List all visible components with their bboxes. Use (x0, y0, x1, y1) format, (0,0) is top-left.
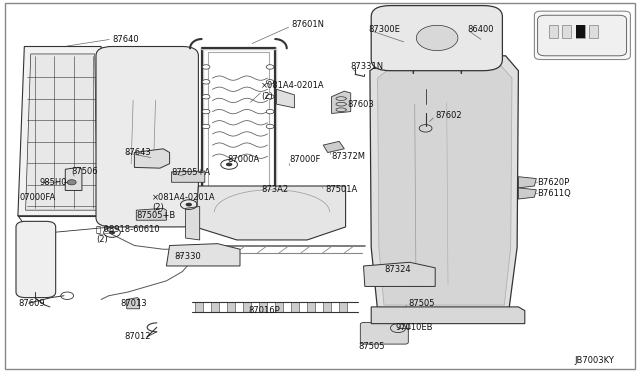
Polygon shape (332, 91, 351, 113)
Polygon shape (136, 208, 166, 220)
Circle shape (202, 94, 210, 99)
Circle shape (202, 65, 210, 69)
Text: 86400: 86400 (467, 25, 493, 34)
Text: JB7003KY: JB7003KY (575, 356, 614, 365)
Text: 87372M: 87372M (332, 152, 365, 161)
Polygon shape (211, 302, 219, 312)
Text: 87012: 87012 (125, 332, 151, 341)
Text: 87506: 87506 (72, 167, 99, 176)
Polygon shape (364, 262, 435, 286)
Circle shape (186, 203, 192, 206)
Polygon shape (291, 302, 299, 312)
Circle shape (202, 80, 210, 84)
Text: 87640: 87640 (112, 35, 139, 44)
Polygon shape (371, 307, 525, 324)
Bar (576, 25, 585, 38)
FancyBboxPatch shape (399, 296, 432, 314)
Polygon shape (134, 149, 170, 168)
Text: 985H0: 985H0 (40, 178, 67, 187)
Text: B7611Q: B7611Q (538, 189, 572, 198)
Text: 97010EB: 97010EB (396, 323, 433, 332)
Polygon shape (259, 302, 267, 312)
Text: 87000F: 87000F (289, 155, 321, 164)
Text: Ⓝ 08918-60610
(2): Ⓝ 08918-60610 (2) (96, 225, 159, 244)
Polygon shape (518, 188, 536, 199)
Polygon shape (26, 54, 97, 210)
Polygon shape (166, 244, 240, 266)
Text: ×081A4-0201A
(2): ×081A4-0201A (2) (261, 81, 324, 101)
Text: 87016P: 87016P (248, 306, 280, 315)
FancyBboxPatch shape (538, 15, 627, 56)
Polygon shape (307, 302, 315, 312)
Text: 87505+B: 87505+B (136, 211, 175, 220)
Bar (562, 25, 571, 38)
Polygon shape (323, 302, 331, 312)
Polygon shape (186, 206, 200, 240)
Polygon shape (323, 141, 344, 153)
Circle shape (266, 124, 274, 129)
Text: 87330: 87330 (174, 252, 201, 261)
Text: 87505: 87505 (358, 342, 385, 351)
Text: 87601N: 87601N (291, 20, 324, 29)
Text: 87331N: 87331N (351, 62, 384, 71)
Polygon shape (65, 167, 82, 190)
Bar (589, 25, 598, 38)
Polygon shape (339, 302, 347, 312)
Circle shape (266, 80, 274, 84)
Text: 87505: 87505 (408, 299, 435, 308)
Bar (549, 25, 558, 38)
Polygon shape (275, 302, 283, 312)
FancyBboxPatch shape (16, 221, 56, 298)
Polygon shape (172, 171, 205, 182)
Text: 873A2: 873A2 (261, 185, 288, 194)
Ellipse shape (417, 25, 458, 51)
Circle shape (266, 94, 274, 99)
Text: 87643: 87643 (125, 148, 152, 157)
Circle shape (266, 65, 274, 69)
Circle shape (109, 231, 115, 234)
Circle shape (202, 109, 210, 114)
Text: 87300E: 87300E (368, 25, 400, 34)
Text: 87324: 87324 (384, 265, 411, 274)
Circle shape (202, 124, 210, 129)
Polygon shape (195, 302, 203, 312)
Text: B7620P: B7620P (538, 178, 570, 187)
Polygon shape (370, 56, 518, 311)
Text: 87013: 87013 (120, 299, 147, 308)
Polygon shape (227, 302, 235, 312)
Polygon shape (18, 46, 104, 216)
FancyBboxPatch shape (534, 11, 630, 60)
Circle shape (266, 109, 274, 114)
Polygon shape (195, 186, 346, 240)
FancyBboxPatch shape (360, 323, 408, 344)
Polygon shape (276, 89, 294, 108)
Text: 87000A: 87000A (228, 155, 260, 164)
Polygon shape (378, 65, 512, 305)
Polygon shape (243, 302, 251, 312)
Text: ×081A4-0201A
(2): ×081A4-0201A (2) (152, 193, 216, 212)
FancyBboxPatch shape (96, 46, 198, 227)
Text: 87603: 87603 (347, 100, 374, 109)
Polygon shape (127, 298, 140, 309)
FancyBboxPatch shape (371, 6, 502, 71)
Circle shape (226, 163, 232, 166)
Text: 07000FA: 07000FA (19, 193, 56, 202)
Text: 87501A: 87501A (325, 185, 357, 194)
Text: 87602: 87602 (435, 111, 462, 120)
Circle shape (67, 180, 76, 185)
Text: 87505+A: 87505+A (172, 169, 211, 177)
Polygon shape (518, 177, 536, 188)
Bar (576, 25, 585, 38)
Text: 87609: 87609 (18, 299, 45, 308)
